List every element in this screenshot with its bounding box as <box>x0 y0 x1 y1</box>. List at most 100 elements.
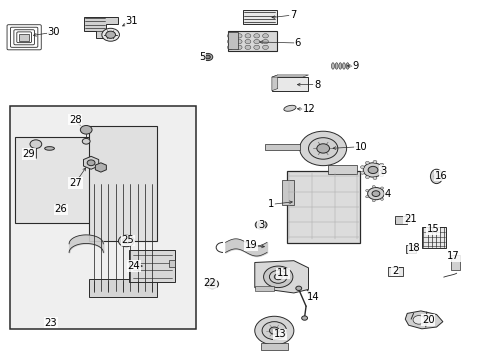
Text: 10: 10 <box>355 141 368 152</box>
Ellipse shape <box>45 147 54 150</box>
Text: 12: 12 <box>303 104 316 114</box>
Circle shape <box>263 40 269 44</box>
Bar <box>395 216 408 224</box>
Ellipse shape <box>346 63 349 69</box>
Text: 6: 6 <box>294 38 301 48</box>
Circle shape <box>227 40 233 44</box>
Text: 1: 1 <box>268 199 274 210</box>
Text: 25: 25 <box>122 235 134 245</box>
Text: 29: 29 <box>23 149 35 159</box>
Ellipse shape <box>343 63 345 69</box>
Text: 4: 4 <box>385 189 392 199</box>
Circle shape <box>119 235 134 247</box>
Circle shape <box>262 321 287 339</box>
Circle shape <box>366 161 369 164</box>
Bar <box>169 260 175 267</box>
Text: 14: 14 <box>307 292 319 302</box>
Circle shape <box>413 316 425 324</box>
Circle shape <box>366 176 369 179</box>
Circle shape <box>372 199 375 202</box>
Circle shape <box>381 187 384 189</box>
Circle shape <box>270 270 287 283</box>
Circle shape <box>382 168 386 171</box>
Bar <box>255 285 274 291</box>
Circle shape <box>384 193 387 195</box>
Polygon shape <box>84 17 118 39</box>
Circle shape <box>82 138 90 144</box>
Bar <box>406 245 416 253</box>
Text: 31: 31 <box>125 16 138 26</box>
Text: 27: 27 <box>69 178 82 188</box>
Circle shape <box>361 171 365 174</box>
Bar <box>19 34 29 41</box>
Circle shape <box>366 196 368 198</box>
Circle shape <box>380 174 384 177</box>
Circle shape <box>236 45 242 49</box>
Circle shape <box>366 189 368 192</box>
Ellipse shape <box>331 63 334 69</box>
Circle shape <box>264 266 293 288</box>
Text: 3: 3 <box>380 166 387 176</box>
Bar <box>261 343 288 350</box>
Circle shape <box>80 126 92 134</box>
Bar <box>228 32 238 49</box>
Circle shape <box>122 238 130 244</box>
Ellipse shape <box>434 174 439 179</box>
Circle shape <box>209 282 215 286</box>
Text: 7: 7 <box>290 10 296 20</box>
Polygon shape <box>405 311 443 329</box>
Bar <box>388 267 403 276</box>
Text: 2: 2 <box>392 266 398 276</box>
Bar <box>89 126 157 241</box>
Ellipse shape <box>335 63 338 69</box>
Circle shape <box>205 55 210 59</box>
Text: 30: 30 <box>47 27 60 37</box>
Ellipse shape <box>430 169 442 184</box>
Bar <box>422 226 446 248</box>
Bar <box>451 255 460 270</box>
Circle shape <box>255 221 267 229</box>
Circle shape <box>373 161 377 163</box>
Circle shape <box>300 131 346 166</box>
Circle shape <box>263 34 269 38</box>
Bar <box>287 171 360 243</box>
Text: 9: 9 <box>353 61 359 71</box>
Circle shape <box>227 45 233 49</box>
Circle shape <box>258 223 264 227</box>
Circle shape <box>30 140 42 148</box>
Circle shape <box>245 40 251 44</box>
Bar <box>89 279 157 297</box>
Circle shape <box>296 286 302 291</box>
Ellipse shape <box>284 105 296 111</box>
Text: 17: 17 <box>447 251 460 261</box>
Polygon shape <box>83 156 98 169</box>
Text: 28: 28 <box>69 115 82 125</box>
Text: 21: 21 <box>404 214 416 224</box>
Text: 5: 5 <box>199 52 206 62</box>
Circle shape <box>102 28 120 41</box>
Text: 18: 18 <box>408 243 421 253</box>
Polygon shape <box>255 261 309 293</box>
Circle shape <box>317 144 330 153</box>
Text: 22: 22 <box>203 278 216 288</box>
Circle shape <box>87 160 95 166</box>
Circle shape <box>203 53 213 60</box>
Circle shape <box>254 40 260 44</box>
Text: 8: 8 <box>314 80 320 90</box>
Circle shape <box>363 163 383 177</box>
Circle shape <box>372 191 380 197</box>
Circle shape <box>106 31 116 39</box>
Text: 13: 13 <box>274 329 287 339</box>
Bar <box>282 180 294 205</box>
Circle shape <box>245 34 251 38</box>
Text: 20: 20 <box>422 315 435 325</box>
Circle shape <box>206 279 219 289</box>
Text: 11: 11 <box>277 268 290 278</box>
Circle shape <box>227 34 233 38</box>
Circle shape <box>372 185 375 188</box>
Circle shape <box>381 198 384 200</box>
Polygon shape <box>272 75 278 91</box>
Bar <box>15 137 123 223</box>
Circle shape <box>270 327 279 334</box>
Circle shape <box>368 166 378 174</box>
